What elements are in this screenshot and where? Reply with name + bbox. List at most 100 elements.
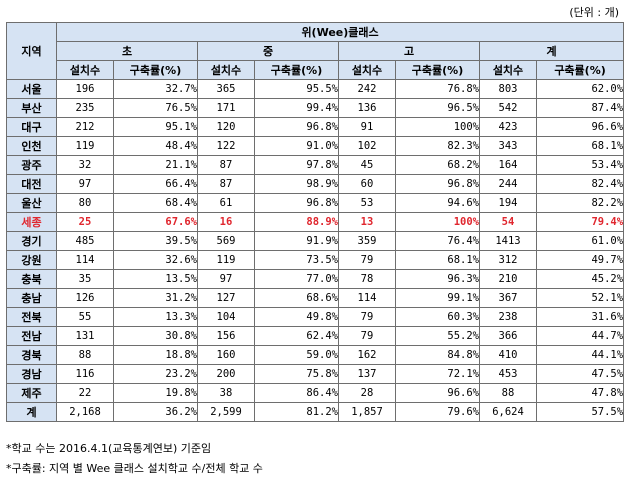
build-rate-cell: 21.1% xyxy=(113,155,198,175)
install-count-cell: 13 xyxy=(338,212,396,232)
table-row: 경기 485 39.5% 569 91.9% 359 76.4% 1413 61.0% xyxy=(6,231,625,251)
install-count-cell: 244 xyxy=(479,174,537,194)
footnote-rate-definition: *구축률: 지역 별 Wee 클래스 설치학교 수/전체 학교 수 xyxy=(6,462,263,475)
install-count-cell: 242 xyxy=(338,79,396,99)
install-count-cell: 200 xyxy=(197,364,255,384)
region-cell: 제주 xyxy=(6,383,57,403)
install-count-cell: 61 xyxy=(197,193,255,213)
subheader-rate: 구축률(%) xyxy=(254,60,339,80)
install-count-cell: 2,599 xyxy=(197,402,255,422)
install-count-cell: 194 xyxy=(479,193,537,213)
install-count-cell: 238 xyxy=(479,307,537,327)
build-rate-cell: 53.4% xyxy=(535,155,625,175)
install-count-cell: 1,857 xyxy=(338,402,396,422)
install-count-cell: 87 xyxy=(197,174,255,194)
install-count-cell: 79 xyxy=(338,307,396,327)
region-cell: 대전 xyxy=(6,174,57,194)
install-count-cell: 119 xyxy=(197,250,255,270)
build-rate-cell: 96.5% xyxy=(395,98,480,118)
install-count-cell: 28 xyxy=(338,383,396,403)
install-count-cell: 79 xyxy=(338,250,396,270)
build-rate-cell: 82.2% xyxy=(535,193,625,213)
install-count-cell: 54 xyxy=(479,212,537,232)
build-rate-cell: 82.4% xyxy=(535,174,625,194)
table-row: 대전 97 66.4% 87 98.9% 60 96.8% 244 82.4% xyxy=(6,174,625,194)
build-rate-cell: 99.4% xyxy=(254,98,339,118)
build-rate-cell: 94.6% xyxy=(395,193,480,213)
install-count-cell: 1413 xyxy=(479,231,537,251)
table-row: 제주 22 19.8% 38 86.4% 28 96.6% 88 47.8% xyxy=(6,383,625,403)
install-count-cell: 25 xyxy=(56,212,114,232)
table-row: 부산 235 76.5% 171 99.4% 136 96.5% 542 87.4% xyxy=(6,98,625,118)
install-count-cell: 102 xyxy=(338,136,396,156)
build-rate-cell: 66.4% xyxy=(113,174,198,194)
install-count-cell: 164 xyxy=(479,155,537,175)
region-cell: 세종 xyxy=(6,212,57,232)
group-header-elementary: 초 xyxy=(56,41,198,61)
build-rate-cell: 82.3% xyxy=(395,136,480,156)
install-count-cell: 2,168 xyxy=(56,402,114,422)
install-count-cell: 542 xyxy=(479,98,537,118)
install-count-cell: 365 xyxy=(197,79,255,99)
build-rate-cell: 68.2% xyxy=(395,155,480,175)
install-count-cell: 80 xyxy=(56,193,114,213)
group-header-high: 고 xyxy=(338,41,480,61)
install-count-cell: 453 xyxy=(479,364,537,384)
region-cell: 경기 xyxy=(6,231,57,251)
install-count-cell: 91 xyxy=(338,117,396,137)
build-rate-cell: 68.4% xyxy=(113,193,198,213)
install-count-cell: 55 xyxy=(56,307,114,327)
build-rate-cell: 91.9% xyxy=(254,231,339,251)
region-cell: 인천 xyxy=(6,136,57,156)
build-rate-cell: 44.7% xyxy=(535,326,625,346)
install-count-cell: 137 xyxy=(338,364,396,384)
build-rate-cell: 23.2% xyxy=(113,364,198,384)
build-rate-cell: 100% xyxy=(395,117,480,137)
region-cell: 경북 xyxy=(6,345,57,365)
build-rate-cell: 59.0% xyxy=(254,345,339,365)
header-row-groups: 초 중 고 계 xyxy=(7,41,625,61)
install-count-cell: 16 xyxy=(197,212,255,232)
region-cell: 경남 xyxy=(6,364,57,384)
header-row-subcolumns: 설치수 구축률(%) 설치수 구축률(%) 설치수 구축률(%) 설치수 구축률… xyxy=(7,60,625,80)
build-rate-cell: 68.6% xyxy=(254,288,339,308)
table-row: 서울 196 32.7% 365 95.5% 242 76.8% 803 62.0% xyxy=(6,79,625,99)
build-rate-cell: 96.8% xyxy=(254,193,339,213)
table-row: 충남 126 31.2% 127 68.6% 114 99.1% 367 52.1% xyxy=(6,288,625,308)
build-rate-cell: 73.5% xyxy=(254,250,339,270)
table-row: 경남 116 23.2% 200 75.8% 137 72.1% 453 47.5% xyxy=(6,364,625,384)
install-count-cell: 120 xyxy=(197,117,255,137)
region-cell: 충북 xyxy=(6,269,57,289)
build-rate-cell: 18.8% xyxy=(113,345,198,365)
build-rate-cell: 96.3% xyxy=(395,269,480,289)
table-row: 울산 80 68.4% 61 96.8% 53 94.6% 194 82.2% xyxy=(6,193,625,213)
build-rate-cell: 81.2% xyxy=(254,402,339,422)
table-row: 세종 25 67.6% 16 88.9% 13 100% 54 79.4% xyxy=(6,212,625,232)
build-rate-cell: 67.6% xyxy=(113,212,198,232)
table-row: 전북 55 13.3% 104 49.8% 79 60.3% 238 31.6% xyxy=(6,307,625,327)
region-cell: 전북 xyxy=(6,307,57,327)
table-row: 강원 114 32.6% 119 73.5% 79 68.1% 312 49.7% xyxy=(6,250,625,270)
table-row: 전남 131 30.8% 156 62.4% 79 55.2% 366 44.7% xyxy=(6,326,625,346)
build-rate-cell: 96.6% xyxy=(535,117,625,137)
build-rate-cell: 49.7% xyxy=(535,250,625,270)
install-count-cell: 6,624 xyxy=(479,402,537,422)
build-rate-cell: 48.4% xyxy=(113,136,198,156)
install-count-cell: 366 xyxy=(479,326,537,346)
build-rate-cell: 79.6% xyxy=(395,402,480,422)
header-row-title: 지역 위(Wee)클래스 xyxy=(6,22,625,80)
subheader-count: 설치수 xyxy=(479,60,537,80)
install-count-cell: 171 xyxy=(197,98,255,118)
subheader-rate: 구축률(%) xyxy=(535,60,625,80)
build-rate-cell: 32.6% xyxy=(113,250,198,270)
build-rate-cell: 97.8% xyxy=(254,155,339,175)
build-rate-cell: 76.5% xyxy=(113,98,198,118)
table-row: 인천 119 48.4% 122 91.0% 102 82.3% 343 68.1% xyxy=(6,136,625,156)
subheader-count: 설치수 xyxy=(56,60,114,80)
table-row: 계 2,168 36.2% 2,599 81.2% 1,857 79.6% 6,624 57.5… xyxy=(6,402,625,422)
build-rate-cell: 57.5% xyxy=(535,402,625,422)
build-rate-cell: 76.8% xyxy=(395,79,480,99)
install-count-cell: 97 xyxy=(56,174,114,194)
build-rate-cell: 13.5% xyxy=(113,269,198,289)
install-count-cell: 119 xyxy=(56,136,114,156)
